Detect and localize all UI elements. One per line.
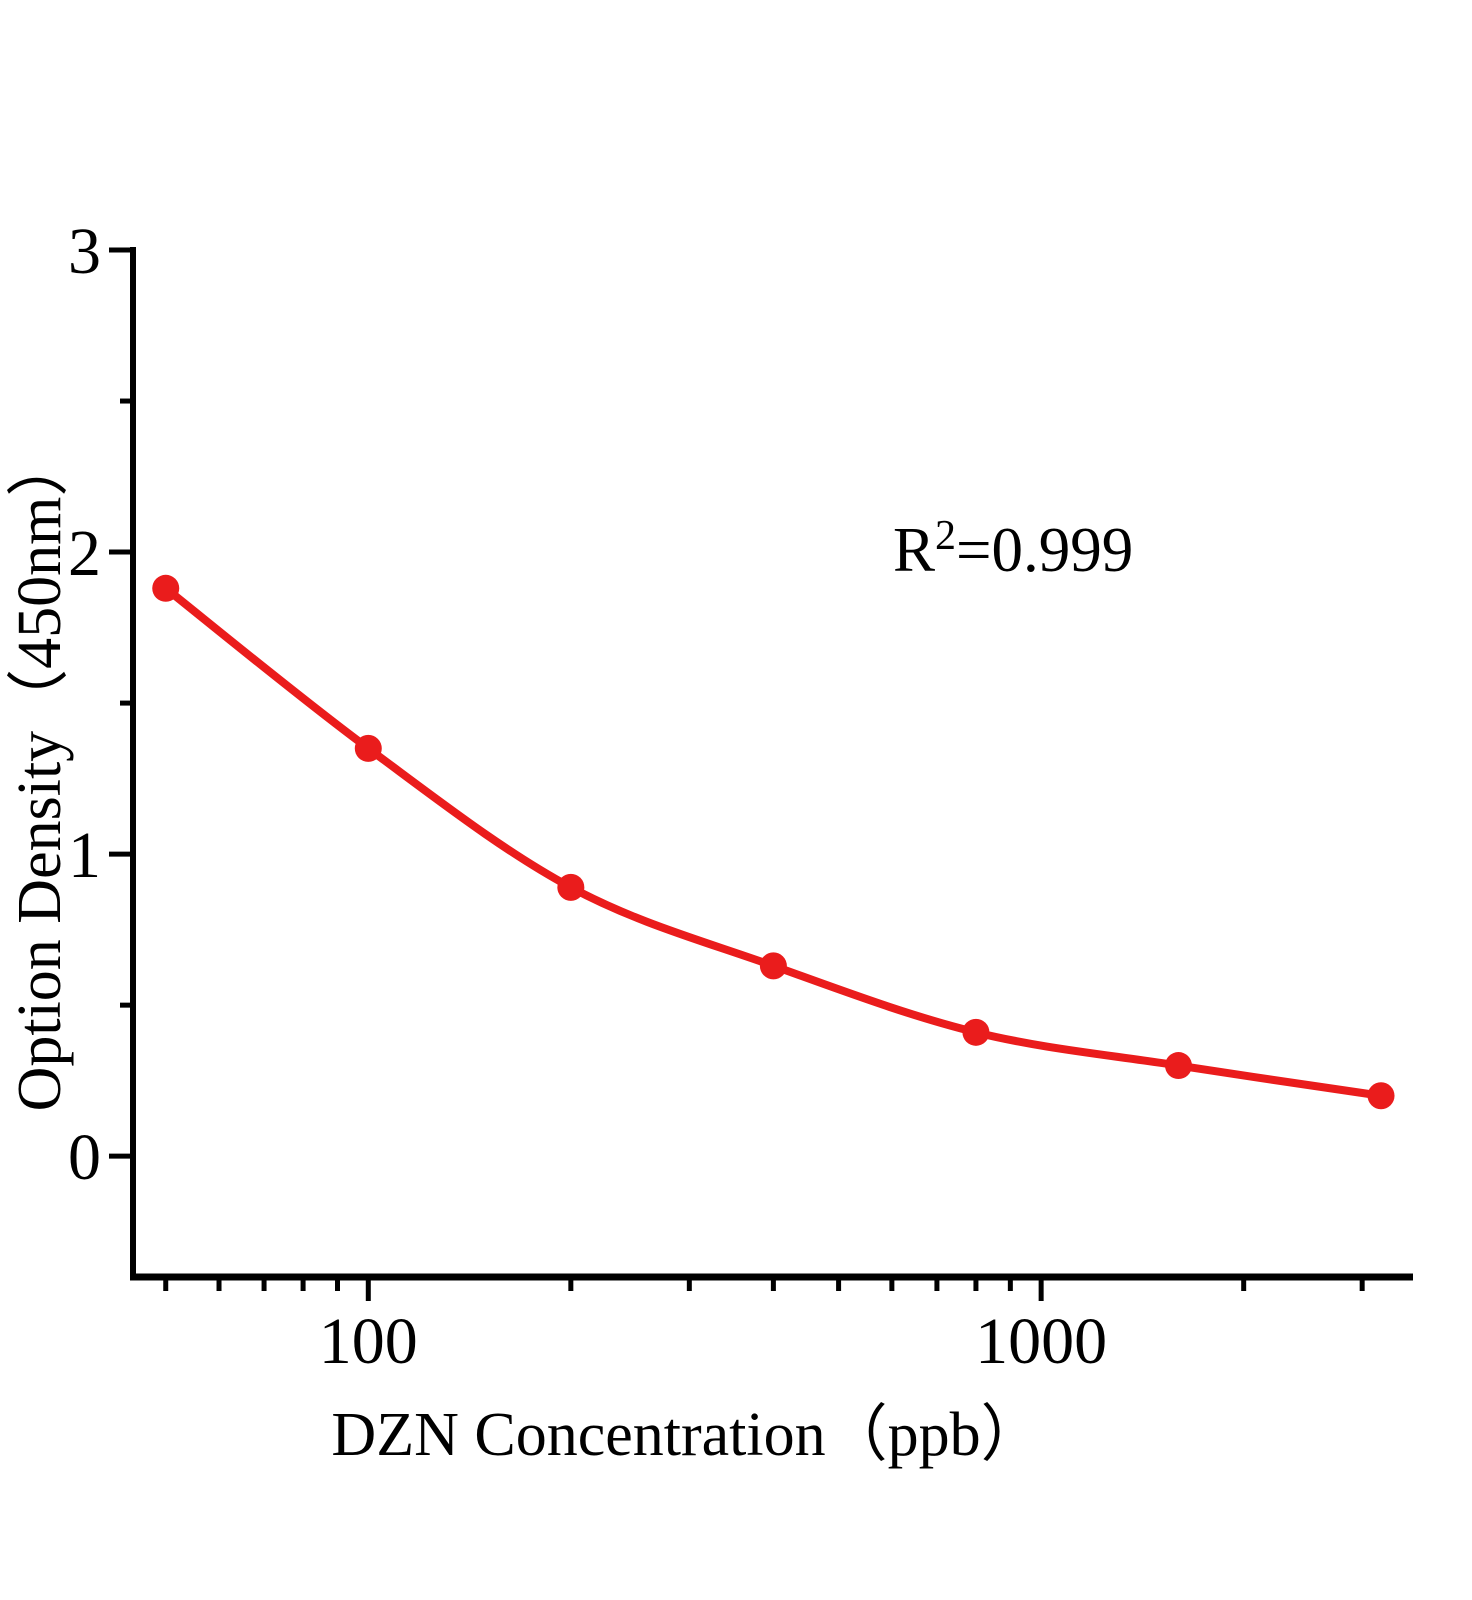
- y-axis-title: Option Density（450nm）: [6, 434, 74, 1112]
- y-tick-label: 0: [68, 1121, 101, 1194]
- fit-curve: [161, 584, 1386, 1100]
- y-tick-label: 3: [68, 215, 101, 288]
- y-tick-label: 2: [68, 517, 101, 590]
- data-point: [557, 873, 585, 901]
- data-point: [1367, 1082, 1395, 1110]
- data-point: [152, 574, 180, 602]
- data-point: [962, 1018, 990, 1046]
- r-squared-value: =0.999: [956, 515, 1134, 585]
- y-tick-label: 1: [68, 819, 101, 892]
- data-point: [1164, 1052, 1192, 1080]
- x-tick-label: 100: [319, 1305, 418, 1378]
- data-point: [759, 952, 787, 980]
- r-squared-base: R: [893, 515, 936, 585]
- x-axis-title: DZN Concentration（ppb）: [331, 1401, 1043, 1469]
- x-tick-label: 1000: [975, 1305, 1107, 1378]
- r-squared-annotation: R2=0.999: [893, 513, 1134, 585]
- data-point: [354, 734, 382, 762]
- r-squared-exponent: 2: [935, 513, 957, 559]
